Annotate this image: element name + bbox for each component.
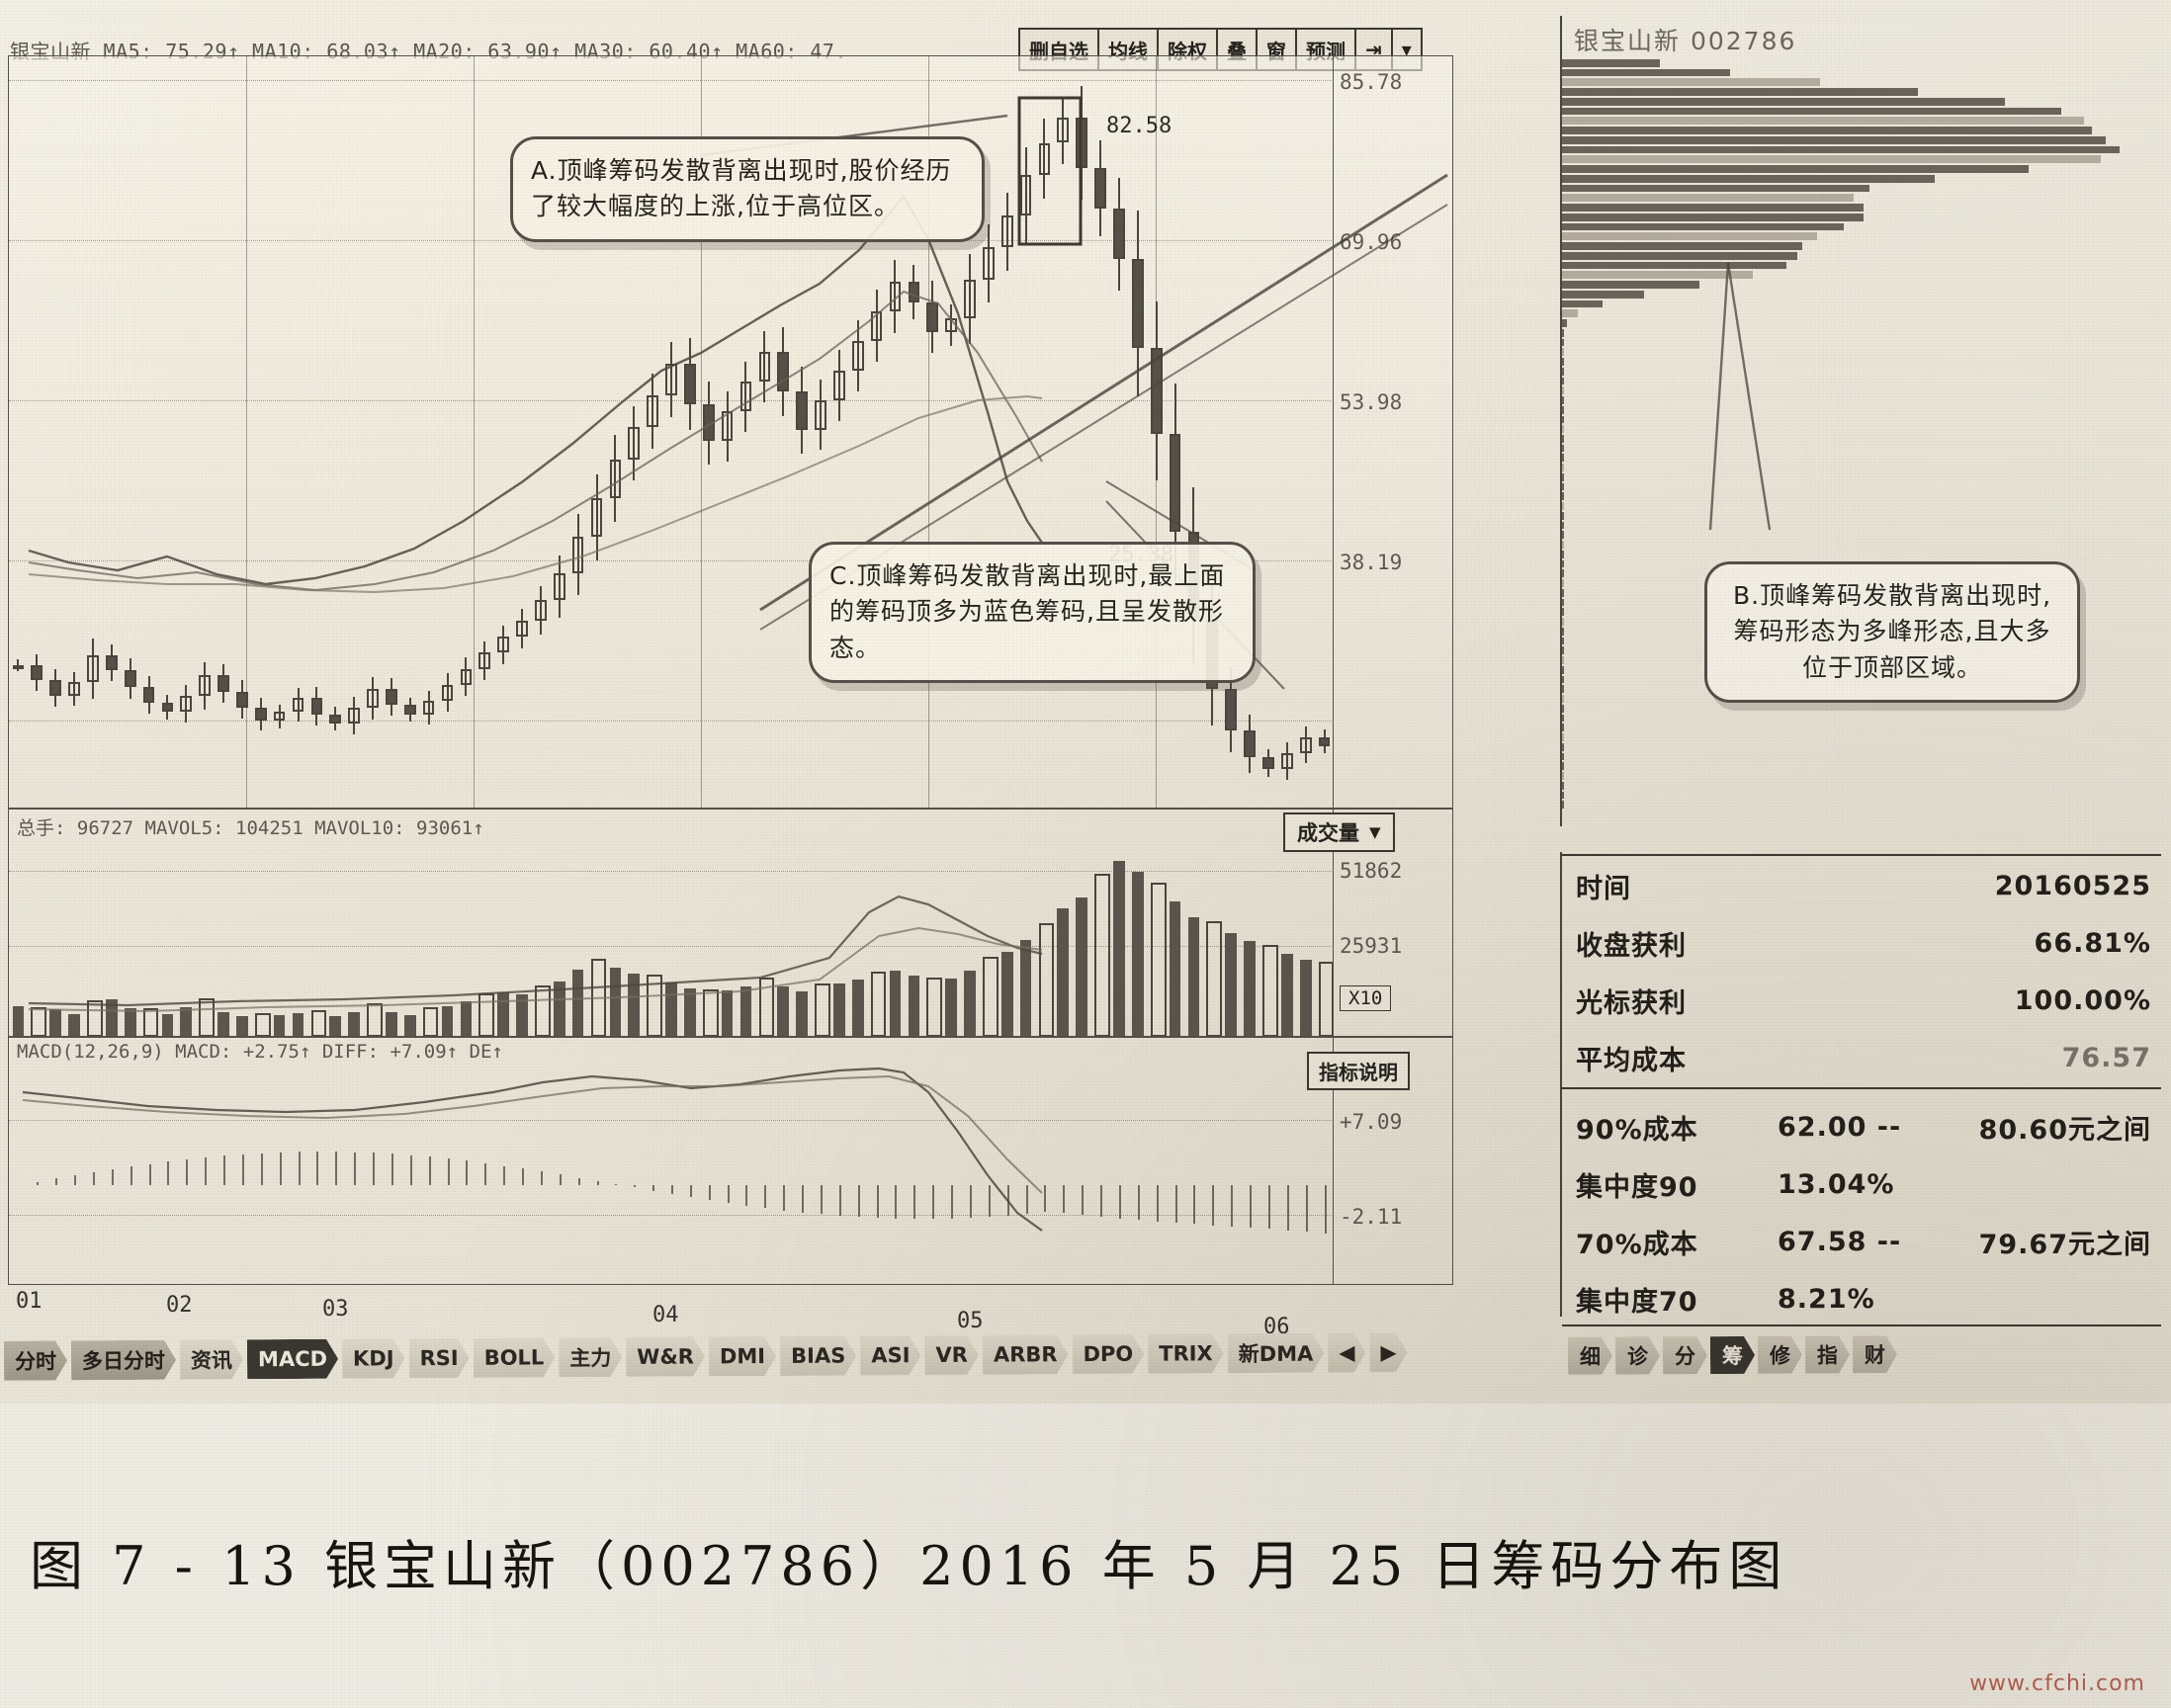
indicator-tab-arbr[interactable]: ARBR (983, 1334, 1069, 1375)
indicator-tab-macd[interactable]: MACD (247, 1339, 338, 1380)
callout-a: A.顶峰筹码发散背离出现时,股价经历了较大幅度的上涨,位于高位区。 (510, 136, 985, 242)
table-row: 集中度90 13.04% (1562, 1164, 2161, 1204)
volume-scale-tag: X10 (1340, 985, 1392, 1011)
volume-ma-overlay (28, 895, 1043, 1013)
volume-panel[interactable]: 总手: 96727 MAVOL5: 104251 MAVOL10: 93061↑… (8, 809, 1453, 1038)
volume-axis-tick: 51862 (1340, 859, 1403, 883)
table-cell-value: 66.81% (2034, 927, 2151, 959)
right-tab-分[interactable]: 分 (1663, 1336, 1707, 1374)
table-cell-value: 79.67元之间 (1978, 1229, 2151, 1260)
table-cell-label: 时间 (1576, 873, 1631, 904)
table-cell-value: 100.00% (2014, 984, 2151, 1016)
chip-callout-leader (1708, 262, 1772, 531)
table-row: 时间 20160525 (1562, 866, 2161, 905)
table-cell-label: 平均成本 (1576, 1045, 1687, 1076)
table-cell-label: 90%成本 (1576, 1114, 1698, 1146)
table-cell-value: 20160525 (1994, 870, 2151, 901)
table-row: 90%成本 62.00 -- 80.60元之间 (1562, 1107, 2161, 1147)
x-axis-tick: 03 (322, 1297, 349, 1322)
indicator-tab-asi[interactable]: ASI (860, 1335, 920, 1375)
table-cell-range-start: 67.58 -- (1778, 1226, 1902, 1257)
right-tab-细[interactable]: 细 (1568, 1337, 1612, 1375)
table-cell-value: 80.60元之间 (1978, 1114, 2151, 1146)
right-tab-筹[interactable]: 筹 (1710, 1336, 1755, 1374)
x-axis: 01 02 03 04 05 06 (8, 1285, 1451, 1339)
trading-software-screen: 银宝山新 MA5: 75.29↑ MA10: 68.03↑ MA20: 63.9… (0, 0, 2171, 1404)
right-tab-诊[interactable]: 诊 (1615, 1336, 1660, 1374)
table-cell-label: 集中度70 (1576, 1286, 1698, 1318)
indicator-tab-w-r[interactable]: W&R (626, 1336, 705, 1376)
price-high-annotation: 82.58 (1106, 114, 1172, 138)
table-cell-label: 收盘获利 (1576, 930, 1687, 962)
indicator-select-label: 成交量 (1297, 821, 1359, 845)
right-tab-bar[interactable]: 细诊分筹修指财 (1568, 1335, 1900, 1375)
top-toolbar: 银宝山新 MA5: 75.29↑ MA10: 68.03↑ MA20: 63.9… (0, 16, 1483, 71)
x-axis-tick: 05 (957, 1309, 984, 1333)
price-axis: 85.78 69.96 53.98 38.19 (1333, 56, 1452, 808)
indicator-tab-dmi[interactable]: DMI (709, 1336, 776, 1376)
table-row: 70%成本 67.58 -- 79.67元之间 (1562, 1222, 2161, 1261)
volume-axis-tick: 25931 (1340, 934, 1403, 958)
x-axis-tick: 02 (166, 1293, 193, 1318)
volume-ma-line-2 (28, 926, 1043, 1013)
x-axis-tick: 04 (652, 1303, 679, 1327)
indicator-tab-dpo[interactable]: DPO (1072, 1334, 1144, 1374)
indicator-tab-trix[interactable]: TRIX (1148, 1333, 1224, 1373)
x-axis-tick: 01 (16, 1289, 43, 1314)
volume-ma-line (28, 895, 1043, 1007)
price-axis-tick: 69.96 (1340, 230, 1403, 254)
right-tab-财[interactable]: 财 (1853, 1335, 1897, 1373)
table-cell-range-start: 8.21% (1778, 1283, 1875, 1315)
indicator-tab-bias[interactable]: BIAS (780, 1335, 856, 1375)
callout-b: B.顶峰筹码发散背离出现时,筹码形态为多峰形态,且大多位于顶部区域。 (1704, 561, 2080, 703)
table-row: 集中度70 8.21% (1562, 1279, 2161, 1319)
macd-axis-tick: +7.09 (1340, 1110, 1403, 1134)
indicator-tab-rsi[interactable]: RSI (408, 1338, 469, 1378)
table-cell-range-start: 62.00 -- (1778, 1111, 1902, 1143)
callout-c: C.顶峰筹码发散背离出现时,最上面的筹码顶多为蓝色筹码,且呈发散形态。 (809, 542, 1256, 683)
table-row: 平均成本 76.57 (1562, 1038, 2161, 1077)
figure-caption: 图 7 - 13 银宝山新（002786）2016 年 5 月 25 日筹码分布… (30, 1535, 1788, 1597)
indicator-tab-boll[interactable]: BOLL (474, 1337, 556, 1378)
table-cell-value: 76.57 (2061, 1042, 2151, 1073)
table-divider (1562, 854, 2161, 856)
indicator-tab--[interactable]: 分时 (4, 1340, 67, 1380)
table-cell-label: 光标获利 (1576, 987, 1687, 1019)
indicator-help-button[interactable]: 指标说明 (1307, 1052, 1410, 1090)
indicator-tab--[interactable]: 资讯 (180, 1339, 243, 1379)
watermark: www.cfchi.com (1969, 1671, 2145, 1696)
right-tab-修[interactable]: 修 (1758, 1336, 1802, 1374)
indicator-tab--[interactable]: 主力 (559, 1337, 622, 1377)
price-axis-tick: 38.19 (1340, 551, 1403, 574)
chip-distribution-panel[interactable]: 银宝山新 002786 (1560, 16, 2161, 826)
indicator-tab-bar[interactable]: 分时 多日分时 资讯 MACD KDJ RSI BOLL 主力 W&R DMI BIAS ASI VR A… (4, 1331, 1546, 1381)
macd-line-overlay (22, 1067, 1043, 1232)
indicator-tab--dma[interactable]: 新DMA (1228, 1333, 1325, 1374)
table-divider (1562, 1324, 2161, 1326)
chip-statistics-table: 时间 20160525 收盘获利 66.81% 光标获利 100.00% 平均成本 76.57… (1560, 852, 2161, 1326)
indicator-tab--[interactable]: ◀ (1328, 1332, 1365, 1372)
highlight-box-peak (1017, 96, 1083, 246)
right-tab-指[interactable]: 指 (1805, 1335, 1850, 1373)
indicator-tab--[interactable]: 多日分时 (71, 1340, 176, 1381)
table-cell-range-start: 13.04% (1778, 1168, 1895, 1200)
indicator-tab--[interactable]: ▶ (1369, 1332, 1407, 1372)
macd-dea-line (22, 1074, 1043, 1194)
macd-axis-tick: -2.11 (1340, 1205, 1403, 1229)
table-cell-label: 70%成本 (1576, 1229, 1698, 1260)
price-axis-tick: 85.78 (1340, 70, 1403, 94)
price-axis-tick: 53.98 (1340, 390, 1403, 414)
macd-panel[interactable]: MACD(12,26,9) MACD: +2.75↑ DIFF: +7.09↑ … (8, 1036, 1453, 1285)
table-divider (1562, 1087, 2161, 1089)
indicator-select-dropdown[interactable]: 成交量 ▼ (1283, 812, 1395, 852)
indicator-tab-kdj[interactable]: KDJ (342, 1338, 405, 1378)
table-row: 收盘获利 66.81% (1562, 923, 2161, 963)
table-cell-label: 集中度90 (1576, 1171, 1698, 1203)
chevron-down-icon: ▼ (1369, 823, 1381, 841)
macd-diff-line (22, 1067, 1043, 1232)
table-row: 光标获利 100.00% (1562, 981, 2161, 1020)
indicator-tab-vr[interactable]: VR (924, 1335, 979, 1375)
